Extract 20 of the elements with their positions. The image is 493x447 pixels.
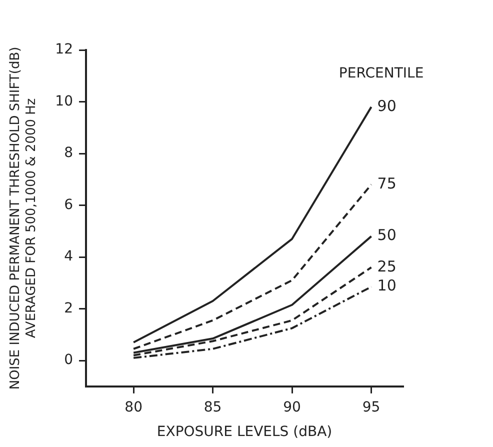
y-tick-label: 8: [64, 145, 74, 162]
series-label: 90: [377, 96, 396, 115]
y-tick-label: 2: [64, 300, 74, 316]
x-tick-label: 85: [204, 399, 222, 416]
line-series: [132, 184, 372, 350]
x-tick-label: 80: [124, 399, 142, 416]
legend-title: PERCENTILE: [338, 65, 424, 82]
series-label: 25: [377, 257, 396, 276]
y-tick-label: 10: [55, 93, 74, 110]
series-label: 10: [377, 276, 396, 295]
y-axis-title: NOISE INDUCED PERMANENT THRESHOLD SHIFT(dB) AVERAGED FOR 500,1000 & 2000 Hz: [8, 46, 39, 390]
x-tick-label: 95: [362, 399, 380, 416]
y-tick-label: 12: [55, 42, 74, 58]
y-tick-label: 6: [64, 196, 74, 213]
x-axis-title: EXPOSURE LEVELS (dBA): [156, 424, 332, 440]
series-label: 75: [377, 174, 396, 192]
series-label: 50: [377, 226, 396, 244]
y-tick-label: 0: [64, 352, 74, 368]
x-tick-label: 90: [283, 399, 301, 416]
y-tick-label: 4: [64, 248, 74, 265]
